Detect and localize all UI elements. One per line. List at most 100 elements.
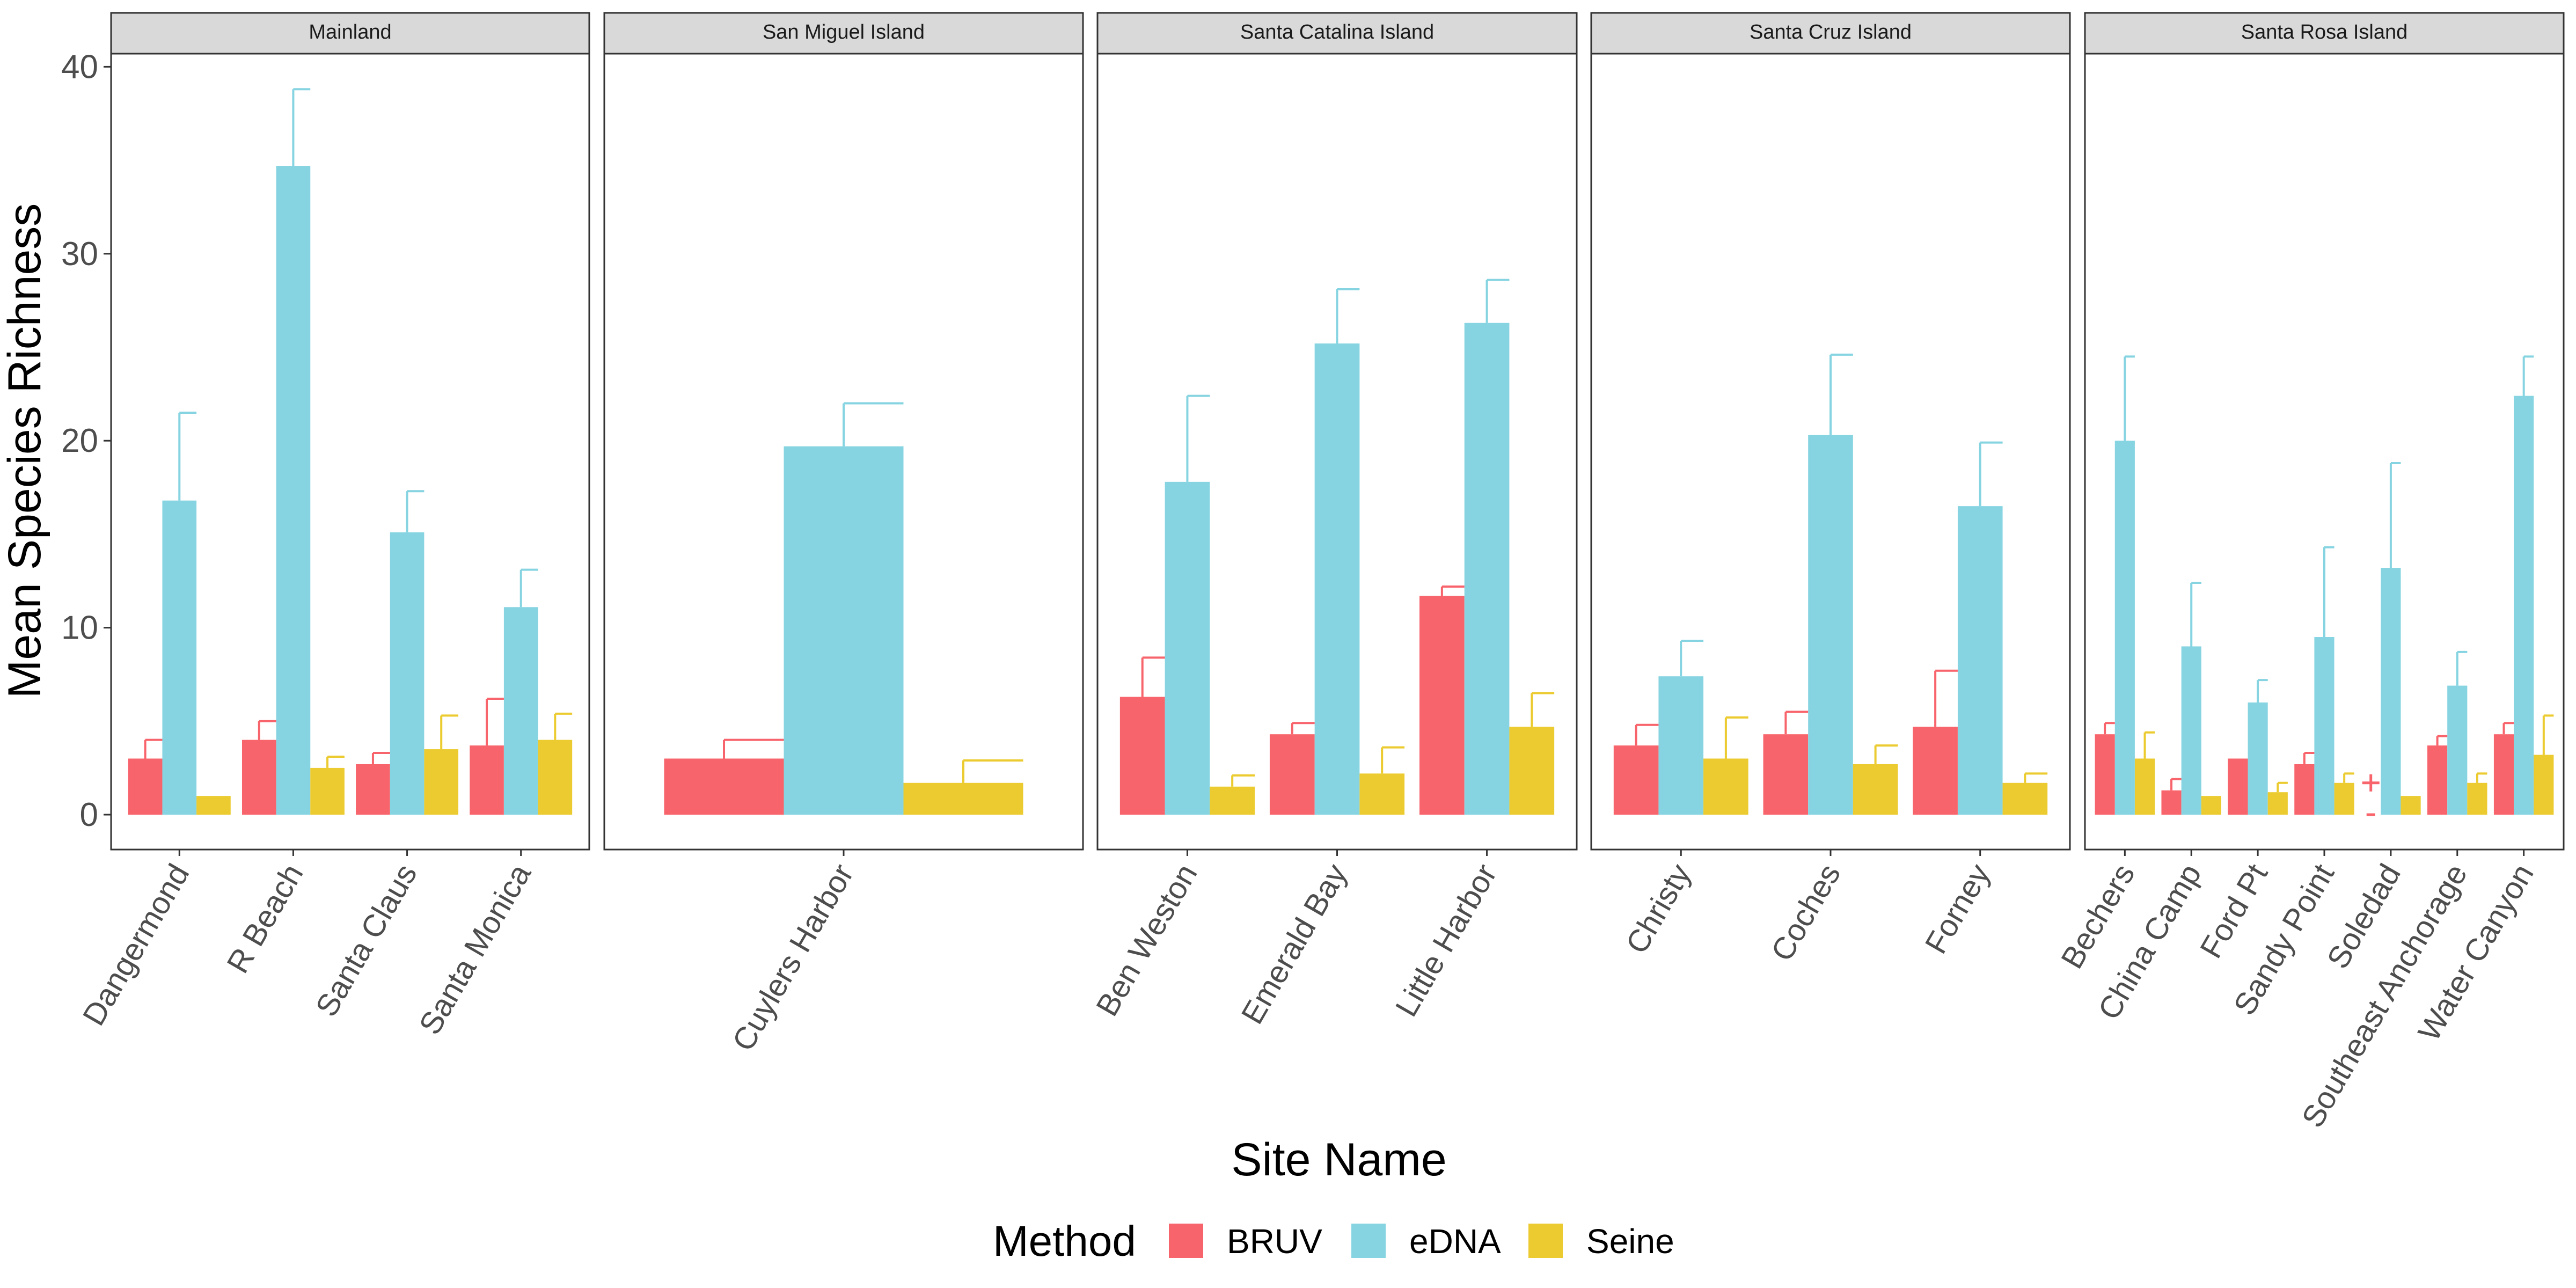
- bar-edna-forney: [1957, 506, 2003, 815]
- bar-seine-bechers: [2134, 758, 2155, 815]
- x-tick-label: Forney: [1918, 858, 1997, 960]
- x-tick-label: Ben Weston: [1089, 858, 1204, 1022]
- facet-error-bars: [2104, 355, 2554, 793]
- facet-error-bars: [723, 402, 1023, 783]
- facet-panel-border: [1096, 53, 1578, 851]
- bar-bruv-dangermond: [128, 758, 163, 815]
- facet-strip: [110, 12, 590, 55]
- bar-bruv-forney: [1913, 727, 1958, 815]
- y-tick-label: 40: [61, 48, 98, 85]
- bar-edna-water-canyon: [2514, 396, 2534, 815]
- facet-error-bars: [1141, 279, 1555, 787]
- x-tick-label: Santa Monica: [412, 858, 538, 1040]
- bar-seine-southeast-anchorage: [2467, 782, 2487, 815]
- facet-panel-santa-catalina-island: Santa Catalina Island Ben Weston Emerald B…: [1089, 12, 1578, 1030]
- y-tick-label: 30: [61, 236, 98, 273]
- bar-edna-little-harbor: [1464, 323, 1510, 815]
- facet-strip-label: Santa Catalina Island: [1240, 21, 1434, 43]
- bar-bruv-water-canyon: [2493, 734, 2514, 815]
- y-axis: 0 10 20 30 40: [61, 48, 111, 833]
- facet-panel-san-miguel-island: San Miguel Island Cuylers Harbor: [603, 12, 1084, 1057]
- x-tick-label: Cuylers Harbor: [726, 858, 860, 1057]
- bar-bruv-emerald-bay: [1269, 734, 1315, 815]
- bar-edna-santa-monica: [503, 607, 538, 815]
- bar-edna-sandy-point: [2314, 637, 2334, 815]
- bar-bruv-cuylers-harbor: [664, 758, 784, 815]
- facet-bars: [664, 446, 1023, 815]
- bar-seine-forney: [2002, 782, 2048, 815]
- bar-edna-christy: [1658, 676, 1704, 815]
- bar-seine-water-canyon: [2534, 755, 2554, 815]
- legend-key-seine: [1528, 1224, 1563, 1258]
- legend-label-edna: eDNA: [1409, 1222, 1501, 1261]
- facet-panel-border: [603, 53, 1084, 851]
- bar-edna-bechers: [2114, 441, 2135, 815]
- facet-bars: [128, 166, 573, 815]
- bar-seine-sandy-point: [2334, 782, 2354, 815]
- bar-seine-santa-claus: [424, 749, 459, 815]
- facet-strip-label: Santa Rosa Island: [2241, 21, 2408, 43]
- facet-strip-label: San Miguel Island: [763, 21, 925, 43]
- bar-seine-ben-weston: [1210, 786, 1255, 815]
- bar-edna-china-camp: [2181, 646, 2201, 815]
- facet-bars: [2095, 396, 2554, 816]
- bar-bruv-santa-monica: [470, 745, 504, 815]
- bar-bruv-coches: [1763, 734, 1809, 815]
- bar-edna-emerald-bay: [1314, 343, 1360, 815]
- bar-bruv-santa-claus: [356, 764, 390, 815]
- bar-bruv-little-harbor: [1419, 596, 1465, 815]
- bar-edna-cuylers-harbor: [784, 446, 904, 815]
- bar-seine-coches: [1853, 764, 1898, 815]
- y-axis-title: Mean Species Richness: [0, 203, 50, 699]
- x-tick-label: Coches: [1765, 858, 1848, 967]
- bar-bruv-sandy-point: [2294, 764, 2315, 815]
- bar-seine-christy: [1703, 758, 1748, 815]
- bar-edna-ford-pt: [2248, 702, 2268, 815]
- facet-error-bars: [144, 88, 573, 768]
- bar-bruv-bechers: [2095, 734, 2115, 815]
- x-axis-title: Site Name: [1231, 1134, 1447, 1185]
- legend-key-bruv: [1169, 1224, 1203, 1258]
- bar-bruv-southeast-anchorage: [2427, 745, 2448, 815]
- bar-edna-coches: [1808, 435, 1853, 815]
- y-tick-label: 10: [61, 610, 98, 647]
- facet-panel-border: [1590, 53, 2071, 851]
- y-tick-label: 0: [80, 796, 98, 833]
- facet-strip-label: Santa Cruz Island: [1750, 21, 1912, 43]
- legend: Method BRUV eDNA Seine: [993, 1217, 1674, 1265]
- bar-seine-cuylers-harbor: [903, 782, 1023, 815]
- x-tick-label: Emerald Bay: [1234, 858, 1353, 1030]
- x-tick-label: Little Harbor: [1389, 858, 1504, 1022]
- facet-panel-santa-cruz-island: Santa Cruz Island Christy Coches Forney: [1590, 12, 2071, 967]
- facet-strip: [1096, 12, 1578, 55]
- bar-bruv-ben-weston: [1119, 697, 1165, 815]
- bar-seine-soledad: [2401, 796, 2421, 815]
- facet-bars: [1119, 323, 1555, 815]
- facet-bars: [1613, 435, 2048, 815]
- facet-strip: [2084, 12, 2565, 55]
- facet-strip: [603, 12, 1084, 55]
- y-tick-label: 20: [61, 422, 98, 459]
- bar-edna-r-beach: [276, 166, 311, 815]
- facet-error-bars: [1635, 353, 2048, 783]
- facet-strip: [1590, 12, 2071, 55]
- bar-bruv-ford-pt: [2228, 758, 2248, 815]
- bar-edna-soledad: [2381, 568, 2401, 815]
- legend-label-seine: Seine: [1586, 1222, 1674, 1261]
- legend-key-edna: [1351, 1224, 1386, 1258]
- bar-seine-china-camp: [2201, 796, 2221, 815]
- legend-label-bruv: BRUV: [1227, 1222, 1322, 1261]
- bar-seine-dangermond: [196, 796, 231, 815]
- bar-bruv-r-beach: [241, 740, 276, 815]
- facet-panel-border: [2084, 53, 2565, 851]
- bar-seine-r-beach: [310, 767, 345, 815]
- facet-panel-border: [110, 53, 590, 851]
- x-tick-label: R Beach: [220, 858, 310, 979]
- facet-strip-label: Mainland: [309, 21, 391, 43]
- x-tick-label: Santa Claus: [309, 858, 424, 1022]
- bar-bruv-china-camp: [2161, 790, 2182, 815]
- bar-seine-emerald-bay: [1359, 773, 1405, 815]
